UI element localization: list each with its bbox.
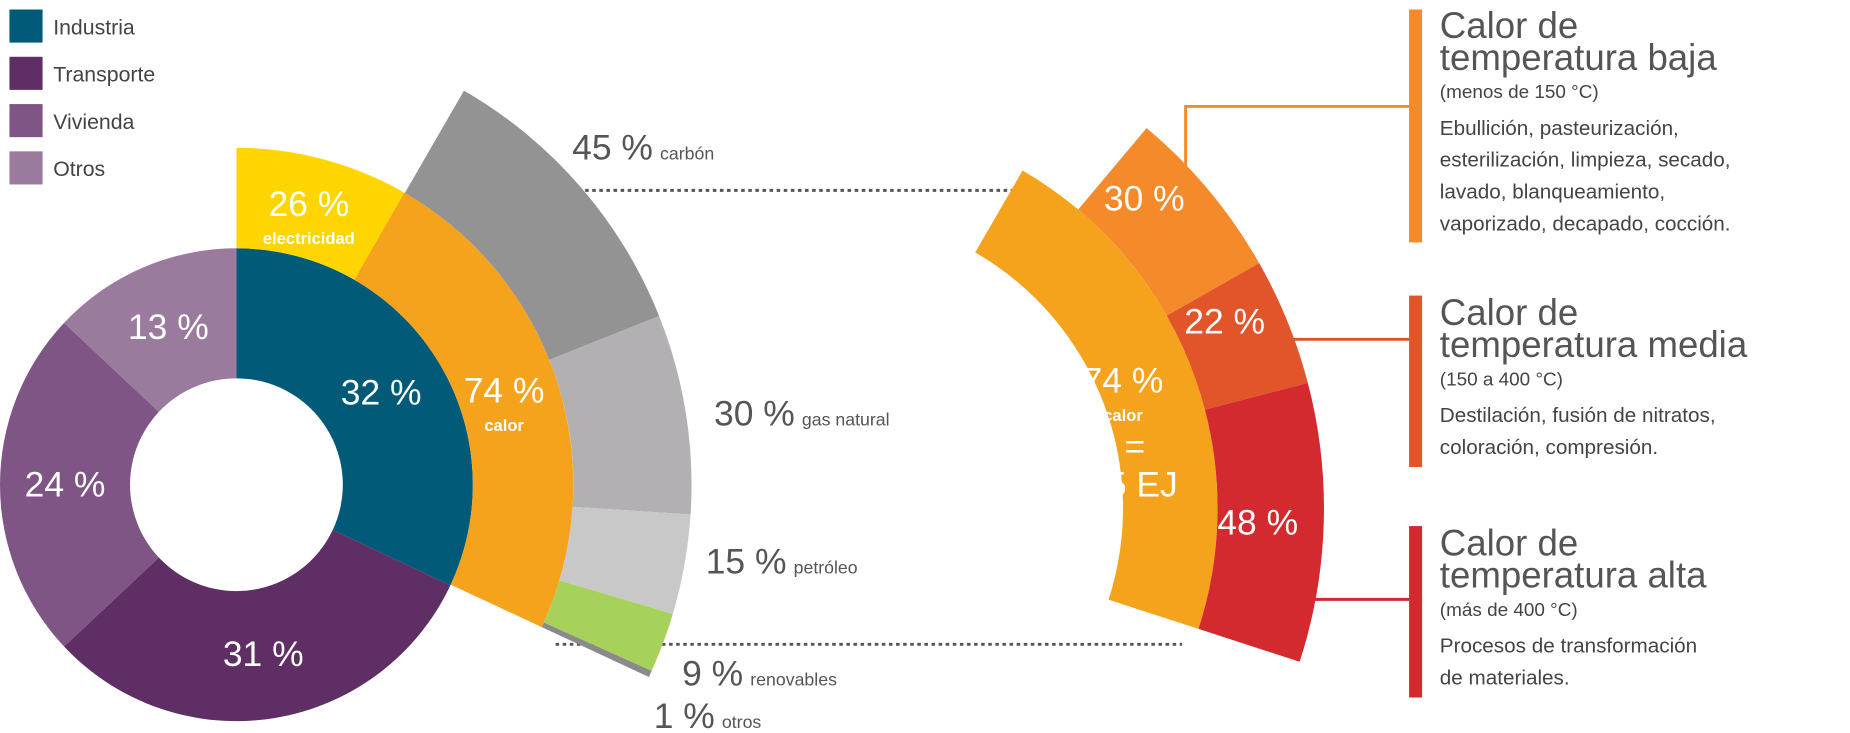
detail-range: (menos de 150 °C) [1440,82,1599,103]
value-label: 22 % [1184,301,1265,341]
category-label: renovables [750,670,837,690]
detail-description: vaporizado, decapado, cocción. [1440,213,1731,236]
legend-label: Transporte [53,63,155,87]
category-label: electricidad [263,229,355,248]
detail-title: Calor de [1440,292,1578,333]
segment [236,248,473,586]
segment [549,316,692,515]
detail-description: de materiales. [1440,666,1570,689]
detail-range: (más de 400 °C) [1440,600,1578,621]
detail-title: Calor de [1440,5,1578,46]
value-label: 31 % [223,634,304,674]
center-label: calor [1103,406,1143,425]
value-label: 74 % [464,370,545,410]
legend-label: Industria [53,15,135,39]
value-label: 15 % [706,541,787,581]
legend-swatch [9,9,43,43]
category-label: otros [722,712,762,732]
legend-label: Otros [53,157,105,181]
fuel-label: 30 % gas natural [714,394,890,434]
value-label: 45 % [572,128,653,168]
segment [541,622,652,678]
legend-swatch [9,56,43,90]
center-symbol: = [1124,427,1145,467]
detail-title: Calor de [1440,523,1578,564]
detail-description: Ebullición, pasteurización, [1440,117,1679,140]
value-label: 30 % [1104,178,1185,218]
center-total: 85 EJ [1087,465,1178,505]
detail-description: Destilación, fusión de nitratos, [1440,404,1716,427]
detail-description: Procesos de transformación [1440,635,1697,658]
legend-label: Vivienda [53,110,134,134]
detail-bar [1409,295,1423,467]
legend-swatch [9,104,43,138]
detail-description: coloración, compresión. [1440,436,1658,459]
value-label: 1 % [654,696,715,733]
detail-connector [1184,104,1410,282]
detail-range: (150 a 400 °C) [1440,369,1563,390]
value-label: 32 % [341,373,422,413]
category-label: calor [484,416,524,435]
value-label: 30 % [714,394,795,434]
detail-description: esterilización, limpieza, secado, [1440,149,1731,172]
value-label: 24 % [25,465,106,505]
segment [1078,128,1260,316]
value-label: 9 % [682,654,743,694]
segment [236,147,405,280]
fuel-label: 1 % otros [654,696,762,733]
segment [354,192,574,628]
detail-bar [1409,9,1423,243]
detail-bar [1409,526,1423,698]
segment [64,248,237,412]
fuel-label: 45 % carbón [572,128,714,168]
category-label: gas natural [802,410,890,430]
segment [543,580,673,671]
detail-title: temperatura baja [1440,37,1718,78]
fuel-label: 9 % renovables [682,654,837,694]
legend-swatch [9,151,43,185]
segment [559,506,691,614]
fuel-label: 15 % petróleo [706,541,858,581]
value-label: 13 % [128,307,209,347]
value-label: 48 % [1217,502,1298,542]
category-label: carbón [660,144,714,164]
detail-description: lavado, blanqueamiento, [1440,181,1665,204]
segment [1166,263,1308,410]
segment [64,530,451,722]
detail-title: temperatura alta [1440,555,1707,596]
detail-title: temperatura media [1440,324,1748,365]
segment [0,322,159,647]
value-label: 26 % [268,184,349,224]
segment [1198,382,1324,662]
category-label: petróleo [794,557,858,577]
heat-band [975,170,1218,629]
segment [404,90,660,360]
center-value: 74 % [1083,361,1164,401]
